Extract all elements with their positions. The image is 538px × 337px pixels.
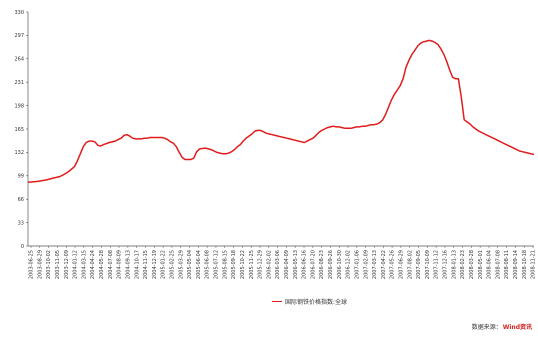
y-tick-label: 33 [18, 220, 24, 226]
y-axis: 0 33 66 99 132 165 198 231 264 297 330 [14, 10, 29, 250]
x-tick-label: 2007-03-13 [372, 250, 378, 279]
x-tick-label: 2006-12-02 [346, 250, 352, 279]
x-tick-label: 2005-02-25 [170, 250, 176, 279]
legend-swatch [272, 300, 282, 302]
x-tick-label: 2006-10-30 [337, 250, 343, 279]
series-layer [27, 39, 535, 183]
y-tick-label: 99 [18, 174, 24, 180]
source-brand: Wind资讯 [502, 324, 532, 331]
x-tick-label: 2003-11-05 [55, 250, 61, 279]
x-tick-label: 2007-01-06 [354, 250, 360, 279]
x-tick-label: 2004-10-17 [134, 250, 140, 279]
x-tick-label: 2005-01-22 [161, 250, 167, 279]
x-tick-label: 2007-10-09 [425, 250, 431, 279]
x-tick-label: 2003-08-29 [37, 250, 43, 279]
y-tick-label: 165 [14, 127, 24, 133]
x-tick-label: 2007-05-26 [390, 250, 396, 279]
x-tick-label: 2005-10-22 [240, 250, 246, 279]
x-tick-label: 2007-06-29 [398, 250, 404, 279]
x-tick-label: 2006-06-16 [302, 250, 308, 279]
x-tick-label: 2005-06-04 [196, 250, 202, 279]
x-tick-label: 2004-09-13 [125, 250, 131, 279]
y-tick-label: 132 [14, 150, 24, 156]
x-tick-label: 2005-08-15 [222, 250, 228, 279]
x-tick-label: 2006-03-06 [275, 250, 281, 279]
x-tick-label: 2008-08-11 [504, 250, 510, 279]
x-tick-label: 2004-05-28 [99, 250, 105, 279]
x-tick-label: 2008-01-13 [451, 250, 457, 279]
x-tick-label: 2007-04-22 [381, 250, 387, 279]
x-tick-label: 2005-06-08 [205, 250, 211, 279]
legend: 国际钢铁价格指数:全球 [272, 296, 347, 306]
source-label: 数据来源： [471, 324, 502, 331]
x-tick-label: 2004-01-12 [73, 250, 79, 279]
y-tick-label: 264 [14, 57, 24, 63]
x-tick-label: 2007-11-12 [434, 250, 440, 279]
y-tick-label: 297 [14, 33, 24, 39]
x-tick-label: 2007-02-09 [363, 250, 369, 279]
x-tick-label: 2008-11-21 [531, 250, 537, 279]
x-tick-label: 2004-08-09 [117, 250, 123, 279]
y-tick-label: 0 [21, 244, 24, 250]
x-tick-label: 2008-10-18 [522, 250, 528, 279]
x-tick-label: 2006-05-13 [293, 250, 299, 279]
x-tick-label: 2003-06-25 [29, 250, 35, 279]
x-tick-label: 2008-06-04 [487, 250, 493, 279]
x-tick-label: 2005-11-25 [249, 250, 255, 279]
y-tick-label: 198 [14, 103, 24, 109]
x-tick-label: 2006-04-09 [284, 250, 290, 279]
y-tick-label: 330 [14, 10, 24, 16]
x-tick-label: 2005-03-29 [178, 250, 184, 279]
x-tick-label: 2008-03-28 [469, 250, 475, 279]
x-tick-label: 2004-11-15 [143, 250, 149, 279]
x-tick-label: 2005-05-04 [187, 250, 193, 279]
legend-label: 国际钢铁价格指数:全球 [285, 298, 348, 306]
y-tick-label: 231 [14, 80, 24, 86]
x-tick-label: 2007-12-16 [443, 250, 449, 279]
x-tick-label: 2004-07-08 [108, 250, 114, 279]
x-axis: 2003-06-25 2003-08-29 2003-10-02 2003-11-05… [28, 245, 537, 279]
x-tick-label: 2006-08-23 [319, 250, 325, 279]
x-tick-label: 2003-12-09 [64, 250, 70, 279]
x-tick-label: 2008-02-23 [460, 250, 466, 279]
x-tick-label: 2006-09-26 [328, 250, 334, 279]
x-tick-label: 2004-12-19 [152, 250, 158, 279]
x-tick-label: 2004-04-24 [90, 250, 96, 279]
y-tick-label: 66 [18, 197, 24, 203]
x-tick-label: 2006-07-20 [310, 250, 316, 279]
x-tick-label: 2007-09-05 [416, 250, 422, 279]
x-tick-label: 2005-12-29 [258, 250, 264, 279]
x-tick-label: 2007-08-02 [407, 250, 413, 279]
series-line [27, 39, 535, 183]
x-tick-label: 2005-07-12 [214, 250, 220, 279]
x-tick-label: 2006-02-02 [266, 250, 272, 279]
x-tick-label: 2005-09-18 [231, 250, 237, 279]
x-tick-label: 2008-07-08 [495, 250, 501, 279]
x-tick-label: 2003-10-02 [46, 250, 52, 279]
x-tick-label: 2008-05-01 [478, 250, 484, 279]
x-tick-label: 2004-03-15 [81, 250, 87, 279]
x-tick-label: 2008-09-14 [513, 250, 519, 279]
data-source: 数据来源： Wind资讯 [472, 322, 532, 331]
